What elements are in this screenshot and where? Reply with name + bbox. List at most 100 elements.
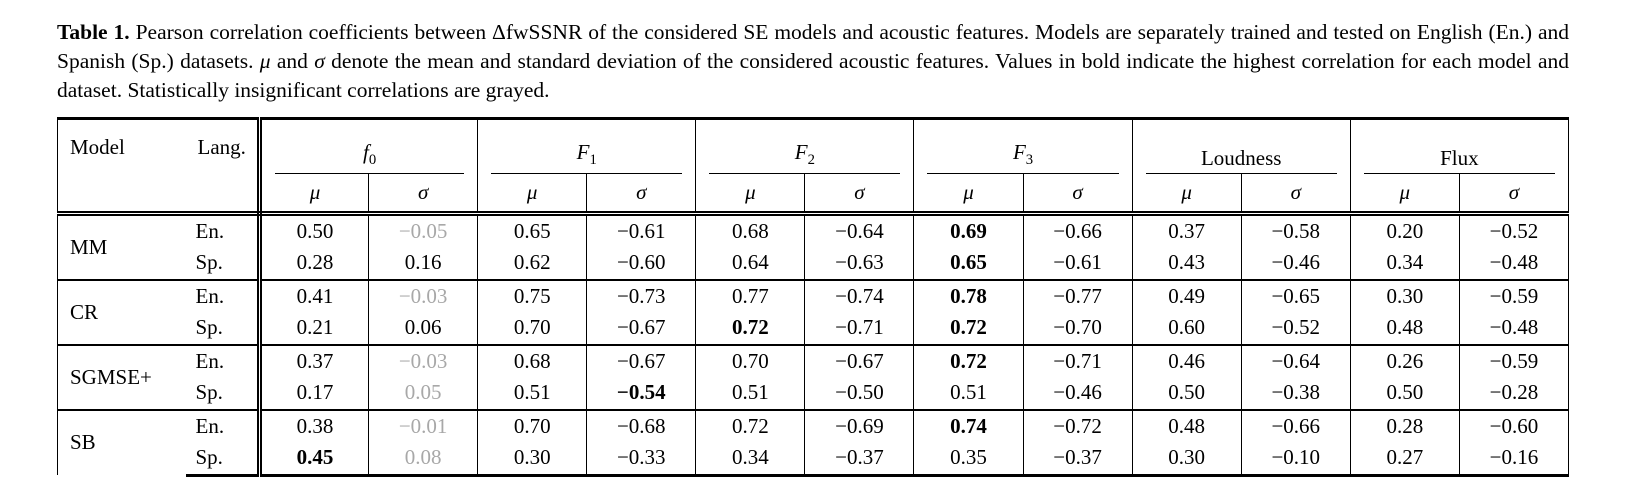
table-row-sgmse+-en: SGMSE+ En. 0.37 −0.03 0.68 −0.67 0.70 −0.67 0.72… <box>57 343 1570 410</box>
feature-subscript: 2 <box>807 152 815 169</box>
paper-page: Table 1. Pearson correlation coefficient… <box>57 20 1570 477</box>
lang-label: Sp. <box>185 377 262 410</box>
lang-label: En. <box>185 408 262 443</box>
group-underline <box>275 172 465 174</box>
feature-subscript: 0 <box>368 152 377 169</box>
value-cell: 0.34 <box>1349 247 1460 280</box>
value-cell: 0.62 <box>477 247 587 280</box>
group-underline <box>927 172 1119 174</box>
column-header-sigma: σ <box>1458 173 1570 216</box>
column-header-mu: μ <box>695 173 805 216</box>
feature-group-header-row: Model Lang. f0 F1 F2 F3 Loudness Flux <box>57 116 1570 216</box>
value-cell: −0.03 <box>368 343 478 378</box>
value-cell: 0.77 <box>695 278 805 313</box>
caption-segment: denote the mean and standard deviation o… <box>57 49 1569 103</box>
value-cell: 0.68 <box>477 343 587 378</box>
value-cell: −0.33 <box>586 442 696 477</box>
column-header-model: Model <box>57 116 186 216</box>
value-cell: −0.03 <box>368 278 478 313</box>
value-cell: 0.35 <box>913 442 1024 477</box>
lang-label: En. <box>185 278 262 313</box>
value-cell: 0.41 <box>259 278 369 313</box>
column-group-f1: F1 <box>477 116 696 174</box>
value-cell: 0.51 <box>695 377 805 410</box>
feature-subscript: 1 <box>589 152 597 169</box>
value-cell: −0.77 <box>1022 278 1133 313</box>
value-cell: −0.64 <box>1240 343 1351 378</box>
value-cell: −0.63 <box>804 247 914 280</box>
value-cell: −0.71 <box>804 312 914 345</box>
value-cell: 0.30 <box>477 442 587 477</box>
value-cell: −0.67 <box>586 312 696 345</box>
column-group-f0: f0 <box>259 116 478 174</box>
value-cell: 0.72 <box>913 343 1024 378</box>
value-cell: −0.37 <box>804 442 914 477</box>
value-cell: 0.65 <box>477 213 587 248</box>
caption-segment: σ <box>314 49 325 74</box>
caption-segment: and <box>270 49 315 74</box>
value-cell: −0.65 <box>1240 278 1351 313</box>
model-name: CR <box>57 278 186 345</box>
value-cell: 0.30 <box>1131 442 1242 477</box>
column-header-sigma: σ <box>1022 173 1133 216</box>
column-header-mu: μ <box>1131 173 1242 216</box>
lang-label: Sp. <box>185 247 262 280</box>
column-group-flux: Flux <box>1349 116 1570 174</box>
group-underline <box>1363 172 1555 174</box>
lang-label: En. <box>185 213 262 248</box>
column-header-sigma: σ <box>586 173 696 216</box>
group-underline <box>491 172 683 174</box>
caption-segment: μ <box>259 49 271 74</box>
value-cell: −0.61 <box>1022 247 1133 280</box>
value-cell: 0.72 <box>695 312 805 345</box>
value-cell: 0.51 <box>913 377 1024 410</box>
value-cell: −0.60 <box>1458 408 1570 443</box>
value-cell: −0.52 <box>1458 213 1570 248</box>
value-cell: −0.72 <box>1022 408 1133 443</box>
value-cell: 0.46 <box>1131 343 1242 378</box>
table-body: MM En. 0.50 −0.05 0.65 −0.61 0.68 −0.64 0.69 −0.6… <box>57 213 1570 477</box>
value-cell: 0.48 <box>1349 312 1460 345</box>
value-cell: 0.70 <box>477 312 587 345</box>
column-header-mu: μ <box>259 173 369 216</box>
value-cell: −0.46 <box>1240 247 1351 280</box>
caption-segment: Pearson correlation coefficients between… <box>57 20 1569 74</box>
table-row-mm-sp: Sp. 0.28 0.16 0.62 −0.60 0.64 −0.63 0.65 −0.61 0.… <box>58 247 1570 280</box>
value-cell: 0.34 <box>695 442 805 477</box>
feature-label: Flux <box>1440 145 1479 170</box>
value-cell: −0.66 <box>1022 213 1133 248</box>
caption-segment: Table 1. <box>57 20 130 44</box>
value-cell: 0.28 <box>296 250 334 275</box>
value-cell: 0.20 <box>1349 213 1460 248</box>
value-cell: −0.46 <box>1022 377 1133 410</box>
value-cell: 0.45 <box>259 442 369 477</box>
value-cell: 0.06 <box>368 312 478 345</box>
feature-label: F <box>576 140 590 165</box>
value-cell: 0.72 <box>913 312 1024 345</box>
value-cell: −0.70 <box>1022 312 1133 345</box>
table-row-cr-en: CR En. 0.41 −0.03 0.75 −0.73 0.77 −0.74 0.78 −0.7… <box>57 278 1570 345</box>
value-cell: 0.37 <box>259 343 369 378</box>
value-cell: −0.05 <box>368 213 478 248</box>
value-cell: 0.48 <box>1131 408 1242 443</box>
value-cell: 0.64 <box>695 247 805 280</box>
value-cell: 0.60 <box>1131 312 1242 345</box>
value-cell: 0.65 <box>913 247 1024 280</box>
model-name: SGMSE+ <box>57 343 186 410</box>
value-cell: −0.61 <box>586 213 696 248</box>
column-header-sigma: σ <box>804 173 914 216</box>
value-cell: −0.73 <box>586 278 696 313</box>
value-cell: −0.66 <box>1240 408 1351 443</box>
feature-label: f <box>362 140 369 165</box>
column-header-mu: μ <box>913 173 1024 216</box>
value-cell: 0.74 <box>913 408 1024 443</box>
value-cell: −0.10 <box>1240 442 1351 477</box>
value-cell: 0.68 <box>695 213 805 248</box>
value-cell: 0.16 <box>368 247 478 280</box>
value-cell: −0.67 <box>804 343 914 378</box>
value-cell: −0.16 <box>1458 442 1570 477</box>
feature-label: F <box>1012 140 1026 165</box>
value-cell: −0.37 <box>1022 442 1133 477</box>
